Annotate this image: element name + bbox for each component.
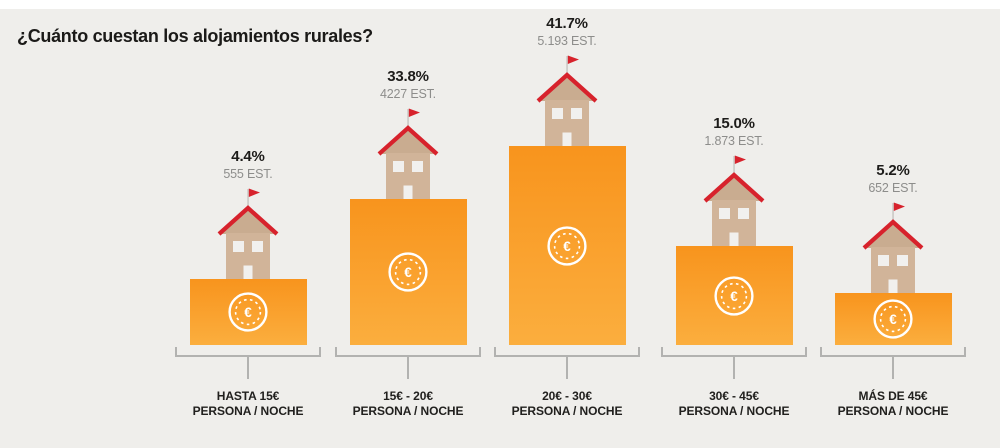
window-left [233, 241, 244, 252]
roof-shape [379, 128, 437, 154]
per-person-night-label: PERSONA / NOCHE [837, 404, 949, 418]
price-range-label: MÁS DE 45€ [858, 389, 928, 403]
percent-label: 4.4% [231, 148, 265, 165]
roof-shape [219, 208, 277, 234]
euro-coin-icon: € [714, 275, 754, 316]
flag-icon [734, 155, 746, 164]
top-strip [0, 0, 1000, 9]
axis-bracket: 30€ - 45€ PERSONA / NOCHE [659, 345, 809, 448]
roof-edge [862, 219, 924, 250]
flagpole-icon [892, 203, 894, 224]
price-range-label: 20€ - 30€ [542, 389, 592, 403]
establishments-label: 4227 EST. [380, 87, 436, 101]
svg-text:€: € [244, 305, 252, 320]
house-icon [703, 155, 765, 246]
flagpole-icon [566, 56, 568, 77]
axis-bracket: 15€ - 20€ PERSONA / NOCHE [333, 345, 483, 448]
window-left [719, 208, 730, 219]
flag-icon [893, 202, 905, 211]
window-left [552, 108, 563, 119]
svg-text:€: € [730, 289, 738, 304]
window-right [738, 208, 749, 219]
flagpole-icon [733, 156, 735, 177]
establishments-label: 5.193 EST. [537, 34, 597, 48]
establishments-label: 1.873 EST. [704, 134, 764, 148]
window-right [252, 241, 263, 252]
bar-column-hasta-15: 4.4% 555 EST. € HASTA 15€ PERSONA / NOCH… [173, 148, 323, 418]
percent-label: 33.8% [387, 68, 429, 85]
bar-column-20-30: 41.7% 5.193 EST. € 20€ - 30€ PERSONA / N… [492, 15, 642, 418]
roof-shape [864, 222, 922, 248]
bar: € [834, 293, 952, 345]
bar-column-15-20: 33.8% 4227 EST. € 15€ - 20€ PERSONA / NO… [333, 68, 483, 418]
euro-coin-icon: € [547, 225, 587, 266]
axis-bracket: MÁS DE 45€ PERSONA / NOCHE [818, 345, 968, 448]
window-left [393, 161, 404, 172]
price-range-label: 30€ - 45€ [709, 389, 759, 403]
establishments-label: 652 EST. [868, 181, 918, 195]
euro-coin-icon: € [388, 252, 428, 292]
window-right [412, 161, 423, 172]
bar-column-30-45: 15.0% 1.873 EST. € 30€ - 45€ PERSONA / N… [659, 115, 809, 418]
flag-icon [248, 188, 260, 197]
door [243, 265, 253, 279]
bar: € [675, 246, 793, 345]
house-icon [217, 188, 279, 279]
svg-text:€: € [404, 265, 412, 280]
door [562, 132, 572, 146]
door [888, 279, 898, 293]
price-range-label: HASTA 15€ [216, 389, 280, 403]
per-person-night-label: PERSONA / NOCHE [678, 404, 790, 418]
per-person-night-label: PERSONA / NOCHE [352, 404, 464, 418]
euro-coin-icon: € [228, 292, 268, 332]
flag-icon [567, 55, 579, 64]
roof-shape [705, 175, 763, 201]
page-title: ¿Cuánto cuestan los alojamientos rurales… [17, 26, 373, 47]
flag-icon [408, 108, 420, 117]
roof-edge [536, 72, 598, 103]
door [403, 185, 413, 199]
bar: € [349, 199, 467, 345]
house-icon [377, 108, 439, 199]
per-person-night-label: PERSONA / NOCHE [511, 404, 623, 418]
roof-shape [538, 75, 596, 101]
flagpole-icon [407, 109, 409, 130]
house-icon [862, 202, 924, 293]
axis-bracket: 20€ - 30€ PERSONA / NOCHE [492, 345, 642, 448]
window-right [897, 255, 908, 266]
svg-text:€: € [563, 239, 571, 254]
house-icon [536, 55, 598, 146]
percent-label: 15.0% [713, 115, 755, 132]
bar-column-mas-45: 5.2% 652 EST. € MÁS DE 45€ PERSONA / NOC… [818, 162, 968, 418]
bar: € [508, 146, 626, 345]
axis-bracket: HASTA 15€ PERSONA / NOCHE [173, 345, 323, 448]
per-person-night-label: PERSONA / NOCHE [192, 404, 304, 418]
flagpole-icon [247, 189, 249, 210]
window-right [571, 108, 582, 119]
establishments-label: 555 EST. [223, 167, 273, 181]
bar: € [189, 279, 307, 345]
price-range-label: 15€ - 20€ [383, 389, 433, 403]
door [729, 232, 739, 246]
percent-label: 5.2% [876, 162, 910, 179]
percent-label: 41.7% [546, 15, 588, 32]
euro-coin-icon: € [873, 299, 913, 339]
svg-text:€: € [889, 312, 897, 327]
roof-edge [703, 172, 765, 203]
window-left [878, 255, 889, 266]
roof-edge [217, 205, 279, 236]
roof-edge [377, 125, 439, 156]
